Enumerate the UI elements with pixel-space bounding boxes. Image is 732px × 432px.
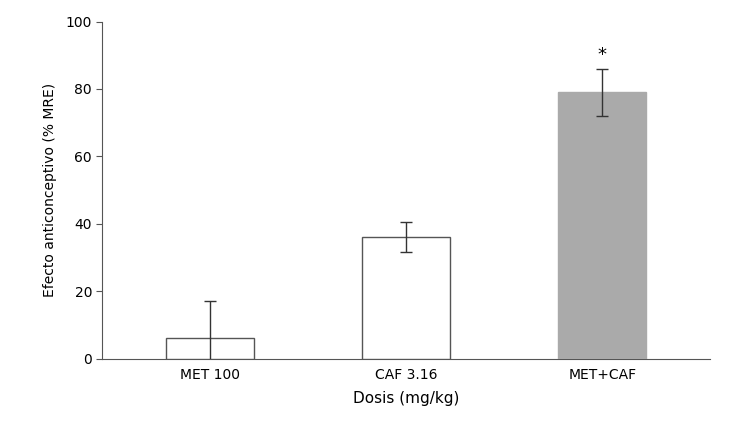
Y-axis label: Efecto anticonceptivo (% MRE): Efecto anticonceptivo (% MRE): [43, 83, 57, 297]
Bar: [166, 338, 255, 359]
Bar: [362, 237, 450, 359]
X-axis label: Dosis (mg/kg): Dosis (mg/kg): [353, 391, 460, 406]
Bar: [559, 92, 646, 359]
Text: *: *: [598, 46, 607, 64]
